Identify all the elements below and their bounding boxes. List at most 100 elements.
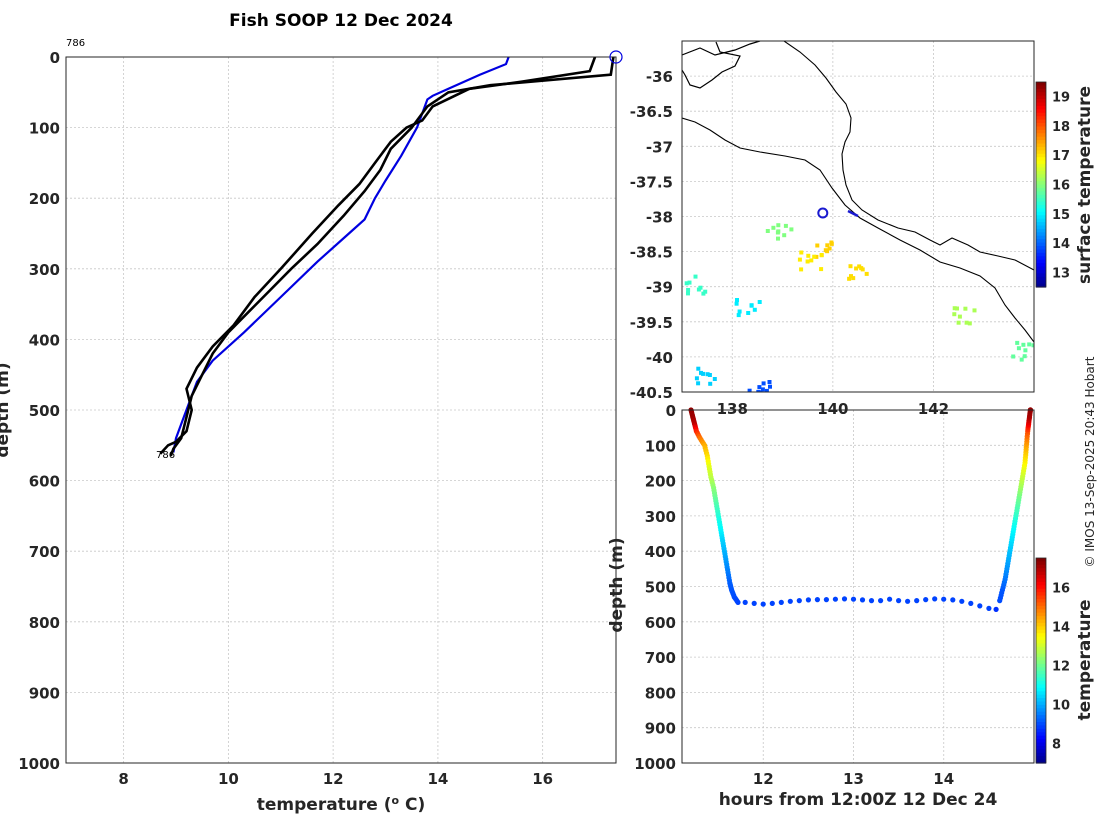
sst-pixel [776, 223, 781, 228]
sst-pixel [782, 233, 787, 238]
colorbar-segment [1036, 105, 1046, 110]
colorbar-segment [1036, 228, 1046, 233]
sst-pixel [707, 373, 712, 377]
data-point [805, 597, 812, 603]
sst-pixel [686, 291, 690, 296]
colorbar-frame [1035, 557, 1047, 764]
sst-pixel [815, 243, 820, 248]
colorbar-segment [1036, 640, 1046, 645]
colorbar-segment [1036, 759, 1046, 764]
sst-pixel [1027, 342, 1032, 347]
sst-pixel [799, 267, 804, 272]
sst-pixel [776, 229, 781, 234]
colorbar-segment [1036, 667, 1046, 672]
profile-y-ticks: 0 100 200 300 400 500 600 700 800 900 1000 [18, 49, 60, 773]
colorbar-segment [1036, 633, 1046, 638]
sst-pixel [957, 314, 962, 319]
colorbar-segment [1036, 109, 1046, 114]
data-point [850, 596, 857, 602]
sst-pixel [864, 271, 869, 276]
sst-pixel [952, 306, 957, 311]
sst-pixel [805, 259, 810, 264]
sst-pixel [696, 381, 701, 386]
sst-pixel [684, 281, 689, 286]
data-point [977, 603, 983, 609]
colorbar-segment [1036, 136, 1046, 141]
sst-pixel [827, 246, 832, 251]
colorbar-segment [1036, 609, 1046, 614]
sst-pixel [806, 253, 811, 258]
colorbar-segment [1036, 85, 1046, 90]
temperature-colorbar-label: temperature [1075, 599, 1095, 720]
sst-pixel [1016, 346, 1021, 351]
sst-pixel [701, 371, 706, 376]
profile-grid [66, 56, 616, 764]
sst-pixel [1022, 354, 1027, 359]
sst-pixel [765, 229, 770, 233]
time-depth-y-ticks: 0 100 200 300 400 500 600 700 800 900 1000 [634, 402, 676, 773]
colorbar-segment [1036, 592, 1046, 597]
y-tick-label: 500 [645, 579, 676, 597]
colorbar-segment [1036, 657, 1046, 662]
colorbar-segment [1036, 280, 1046, 285]
colorbar-segment [1036, 133, 1046, 138]
colorbar-segment [1036, 102, 1046, 107]
colorbar-segment [1036, 698, 1046, 703]
data-point [868, 598, 875, 604]
y-tick-label: 200 [645, 473, 676, 491]
colorbar-segment [1036, 684, 1046, 689]
sst-pixel [756, 389, 761, 392]
colorbar-segment [1036, 129, 1046, 134]
colorbar-segment [1036, 561, 1046, 566]
sst-pixel [1015, 340, 1020, 345]
colorbar-segment [1036, 578, 1046, 583]
colorbar-segment [1036, 256, 1046, 261]
profile-panel: Fish SOOP 12 Dec 2024 8 10 12 14 16 0 100 200 3… [0, 11, 623, 815]
colorbar-segment [1036, 164, 1046, 169]
colorbar-segment [1036, 732, 1046, 737]
data-point [859, 597, 866, 603]
y-tick-label: 100 [645, 437, 676, 455]
data-point [796, 598, 802, 604]
colorbar-segment [1036, 619, 1046, 624]
profile-lines [159, 56, 615, 457]
colorbar-segment [1036, 739, 1046, 744]
sst-pixel [686, 288, 691, 292]
colorbar-segment [1036, 605, 1046, 610]
colorbar-segment [1036, 653, 1046, 658]
colorbar-segment [1036, 749, 1046, 754]
x-tick-label: 13 [843, 770, 864, 788]
y-tick-label: 100 [29, 120, 60, 138]
sst-patches [684, 223, 1034, 392]
sst-pixel [1023, 348, 1028, 353]
colorbar-segment [1036, 643, 1046, 648]
colorbar-segment [1036, 205, 1046, 210]
data-point [787, 598, 793, 604]
colorbar-segment [1036, 646, 1046, 651]
colorbar-segment [1036, 269, 1046, 274]
colorbar-segment [1036, 585, 1046, 590]
sst-pixel [952, 312, 957, 317]
data-point [896, 598, 902, 604]
colorbar-segment [1036, 259, 1046, 264]
colorbar-segment [1036, 663, 1046, 668]
colorbar-segment [1036, 575, 1046, 580]
x-tick-label: 14 [427, 770, 448, 788]
sst-pixel [705, 372, 710, 377]
sst-pixel [693, 274, 698, 279]
colorbar-segment [1036, 626, 1046, 631]
colorbar-segment [1036, 191, 1046, 196]
time-depth-points [688, 407, 1033, 613]
y-tick-label: 700 [29, 543, 60, 561]
colorbar-segment [1036, 95, 1046, 100]
profile-bottom-id: 786 [156, 450, 175, 461]
y-tick-label: 400 [645, 543, 676, 561]
sst-pixel [764, 388, 769, 392]
colorbar-segment [1036, 235, 1046, 240]
y-tick-label: 0 [50, 49, 60, 67]
sst-pixel [712, 377, 717, 381]
sst-pixel [737, 309, 742, 314]
colorbar-tick-label: 13 [1052, 266, 1070, 281]
colorbar-segment [1036, 211, 1046, 216]
